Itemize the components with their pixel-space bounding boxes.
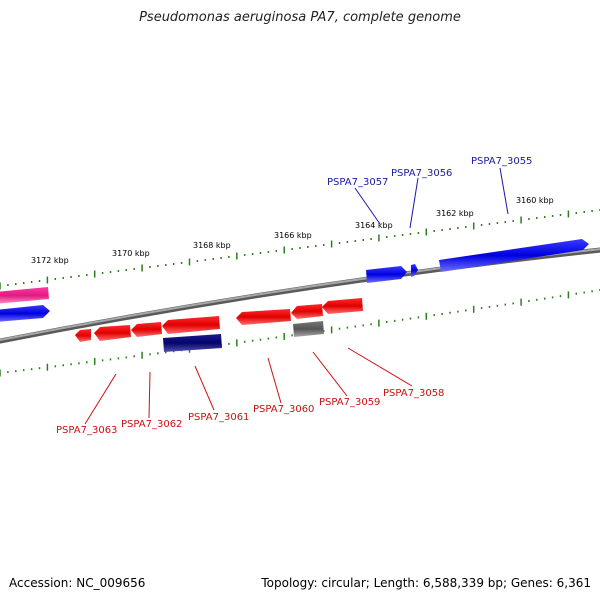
accession-text: Accession: NC_009656 <box>9 576 146 590</box>
forward-gene-labels: PSPA7_3057 PSPA7_3056 PSPA7_3055 <box>327 156 532 188</box>
gene-arrow-reverse[interactable] <box>322 298 363 314</box>
kbp-label-3166: 3166 kbp <box>274 231 312 240</box>
kbp-label-3172: 3172 kbp <box>31 256 69 265</box>
forward-gene-leaders <box>354 167 509 229</box>
gene-label-pspa7-3062[interactable]: PSPA7_3062 <box>121 419 182 430</box>
gene-arrow-reverse[interactable] <box>291 304 323 319</box>
gene-label-pspa7-3058[interactable]: PSPA7_3058 <box>383 388 444 399</box>
gene-arrow-forward[interactable] <box>439 239 589 272</box>
gene-label-pspa7-3060[interactable]: PSPA7_3060 <box>253 404 314 415</box>
gene-arrow-pink[interactable] <box>0 287 49 304</box>
gene-arrow-reverse[interactable] <box>75 329 91 342</box>
kbp-label-3162: 3162 kbp <box>436 209 474 218</box>
gene-arrow-reverse[interactable] <box>94 325 131 341</box>
kbp-tick-track-top <box>0 209 600 290</box>
gene-arrow-forward[interactable] <box>366 266 407 283</box>
gene-arrow-forward[interactable] <box>0 305 50 322</box>
kbp-label-3170: 3170 kbp <box>112 249 150 258</box>
reverse-gene-labels: PSPA7_3063 PSPA7_3062 PSPA7_3061 PSPA7_3… <box>56 388 444 436</box>
kbp-label-3168: 3168 kbp <box>193 241 231 250</box>
gene-arrow-reverse[interactable] <box>236 309 291 325</box>
topology-summary: Topology: circular; Length: 6,588,339 bp… <box>261 576 591 590</box>
gene-arrow-reverse[interactable] <box>131 322 162 337</box>
gene-label-pspa7-3063[interactable]: PSPA7_3063 <box>56 425 117 436</box>
gene-arrow-gray[interactable] <box>293 321 324 337</box>
kbp-label-3164: 3164 kbp <box>355 221 393 230</box>
gene-label-pspa7-3056[interactable]: PSPA7_3056 <box>391 168 452 179</box>
gene-arrow-reverse[interactable] <box>162 316 220 334</box>
reverse-strand-genes <box>75 298 363 352</box>
kbp-scale-labels: 3172 kbp 3170 kbp 3168 kbp 3166 kbp 3164… <box>31 196 554 265</box>
gene-label-pspa7-3055[interactable]: PSPA7_3055 <box>471 156 532 167</box>
reverse-gene-leaders <box>84 347 413 425</box>
gene-label-pspa7-3061[interactable]: PSPA7_3061 <box>188 412 249 423</box>
genome-title: Pseudomonas aeruginosa PA7, complete gen… <box>139 10 461 25</box>
gene-arrow-forward[interactable] <box>411 264 418 277</box>
gene-arrow-navy[interactable] <box>163 334 222 352</box>
kbp-label-3160: 3160 kbp <box>516 196 554 205</box>
gene-label-pspa7-3057[interactable]: PSPA7_3057 <box>327 177 388 188</box>
gene-label-pspa7-3059[interactable]: PSPA7_3059 <box>319 397 380 408</box>
forward-strand-genes <box>0 239 589 322</box>
